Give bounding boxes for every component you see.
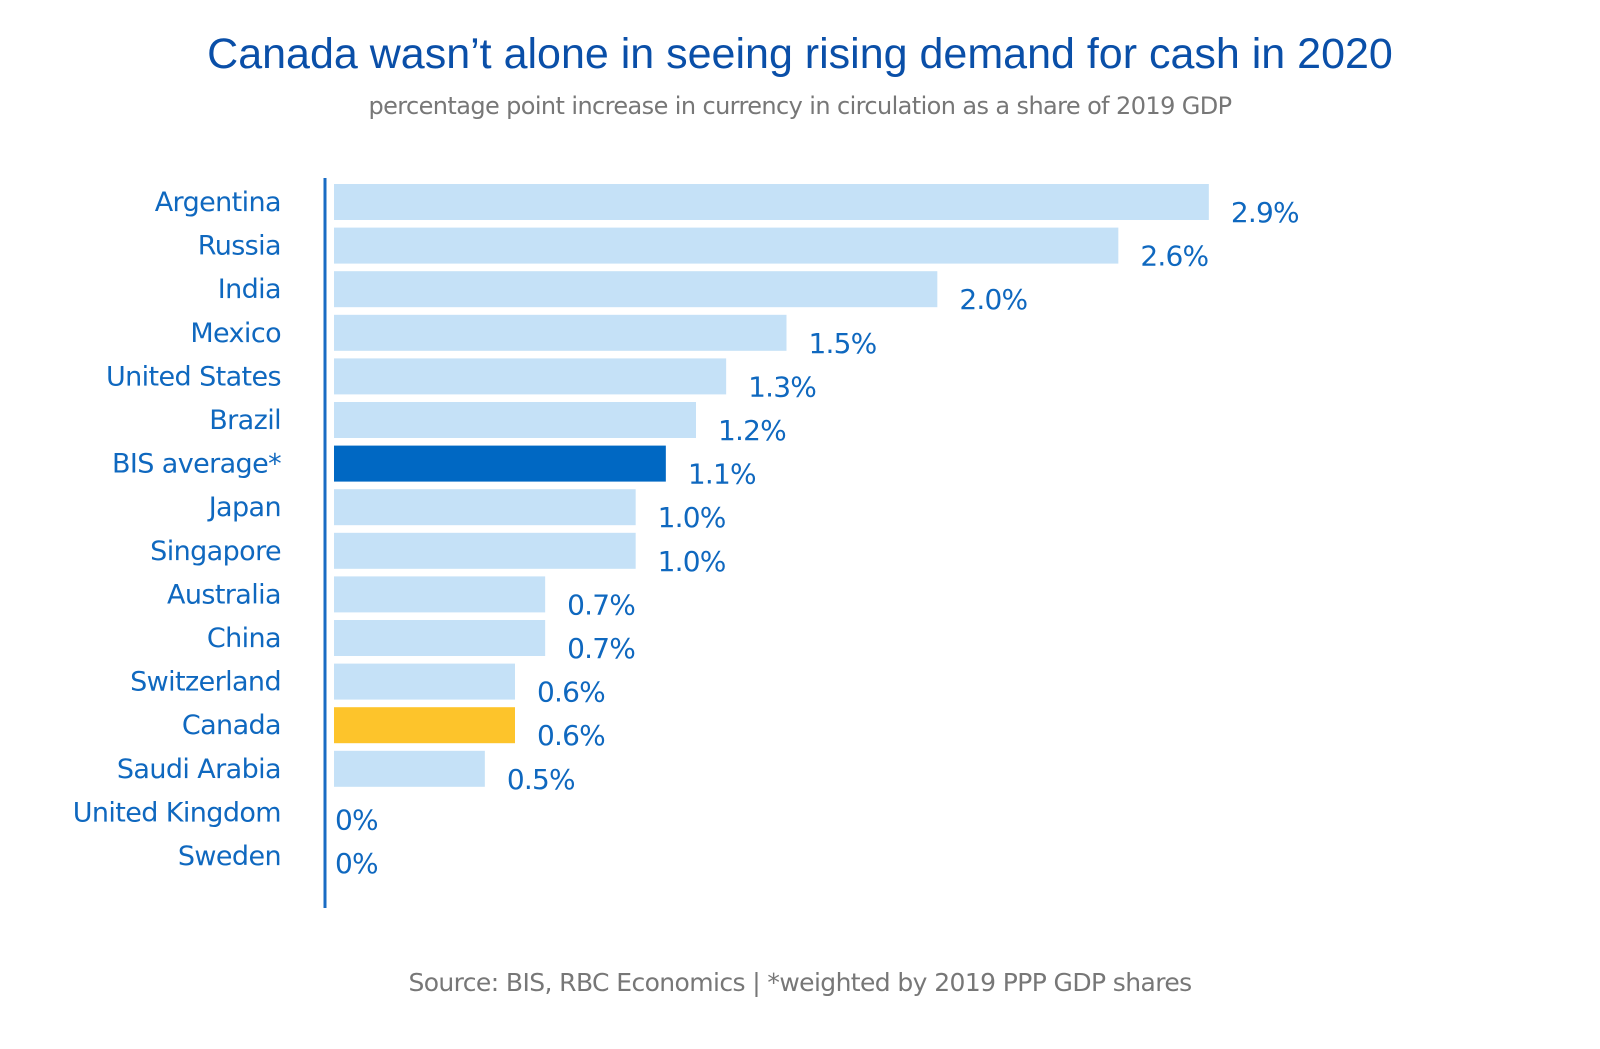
value-label-canada: 0.6% <box>537 719 605 752</box>
category-label-canada: Canada <box>182 710 281 741</box>
bar-russia <box>334 227 1119 264</box>
category-labels-group: Argentina Russia India Mexico United States B… <box>73 187 282 872</box>
value-label-australia: 0.7% <box>567 588 635 621</box>
bar-australia <box>334 576 546 613</box>
chart-title: Canada wasn’t alone in seeing rising dem… <box>207 30 1393 78</box>
value-label-sweden: 0% <box>335 847 378 880</box>
category-label-united-kingdom: United Kingdom <box>73 797 281 828</box>
bar-united-states <box>334 358 727 395</box>
value-label-india: 2.0% <box>959 283 1027 316</box>
category-label-argentina: Argentina <box>155 187 281 218</box>
bar-saudi-arabia <box>334 750 485 787</box>
value-label-bis-average: 1.1% <box>688 458 756 491</box>
source-note: Source: BIS, RBC Economics | *weighted b… <box>408 968 1192 997</box>
value-label-russia: 2.6% <box>1140 240 1208 273</box>
value-label-china: 0.7% <box>567 632 635 665</box>
category-label-china: China <box>207 623 281 654</box>
value-label-saudi-arabia: 0.5% <box>507 763 575 796</box>
value-label-united-states: 1.3% <box>748 370 816 403</box>
value-labels-group: 2.9% 2.6% 2.0% 1.5% 1.3% 1.2% 1.1% 1.0% 1.0% 0.7%… <box>335 196 1300 880</box>
category-label-japan: Japan <box>207 492 281 523</box>
category-label-switzerland: Switzerland <box>130 667 281 698</box>
bar-bis-average <box>334 445 666 482</box>
bar-japan <box>334 489 636 526</box>
value-label-singapore: 1.0% <box>658 545 726 578</box>
category-label-australia: Australia <box>167 579 281 610</box>
bar-brazil <box>334 402 696 438</box>
bar-india <box>334 271 938 308</box>
category-label-bis-average: BIS average* <box>112 449 281 480</box>
category-label-singapore: Singapore <box>150 536 281 567</box>
value-label-mexico: 1.5% <box>809 327 877 360</box>
category-label-mexico: Mexico <box>190 318 281 349</box>
bar-canada <box>334 707 515 744</box>
category-label-sweden: Sweden <box>178 841 281 872</box>
bars-group <box>334 184 1209 787</box>
category-label-saudi-arabia: Saudi Arabia <box>117 754 281 785</box>
bar-singapore <box>334 532 636 569</box>
value-label-united-kingdom: 0% <box>335 803 378 836</box>
value-label-japan: 1.0% <box>658 501 726 534</box>
bar-mexico <box>334 314 787 351</box>
chart-subtitle: percentage point increase in currency in… <box>368 92 1232 120</box>
value-label-switzerland: 0.6% <box>537 676 605 709</box>
value-label-brazil: 1.2% <box>718 414 786 447</box>
category-label-india: India <box>218 274 281 305</box>
category-label-brazil: Brazil <box>209 405 281 436</box>
bar-switzerland <box>334 663 515 700</box>
category-label-russia: Russia <box>198 231 281 262</box>
category-label-united-states: United States <box>106 361 281 392</box>
value-label-argentina: 2.9% <box>1231 196 1299 229</box>
bar-china <box>334 620 546 656</box>
bar-argentina <box>334 184 1209 220</box>
